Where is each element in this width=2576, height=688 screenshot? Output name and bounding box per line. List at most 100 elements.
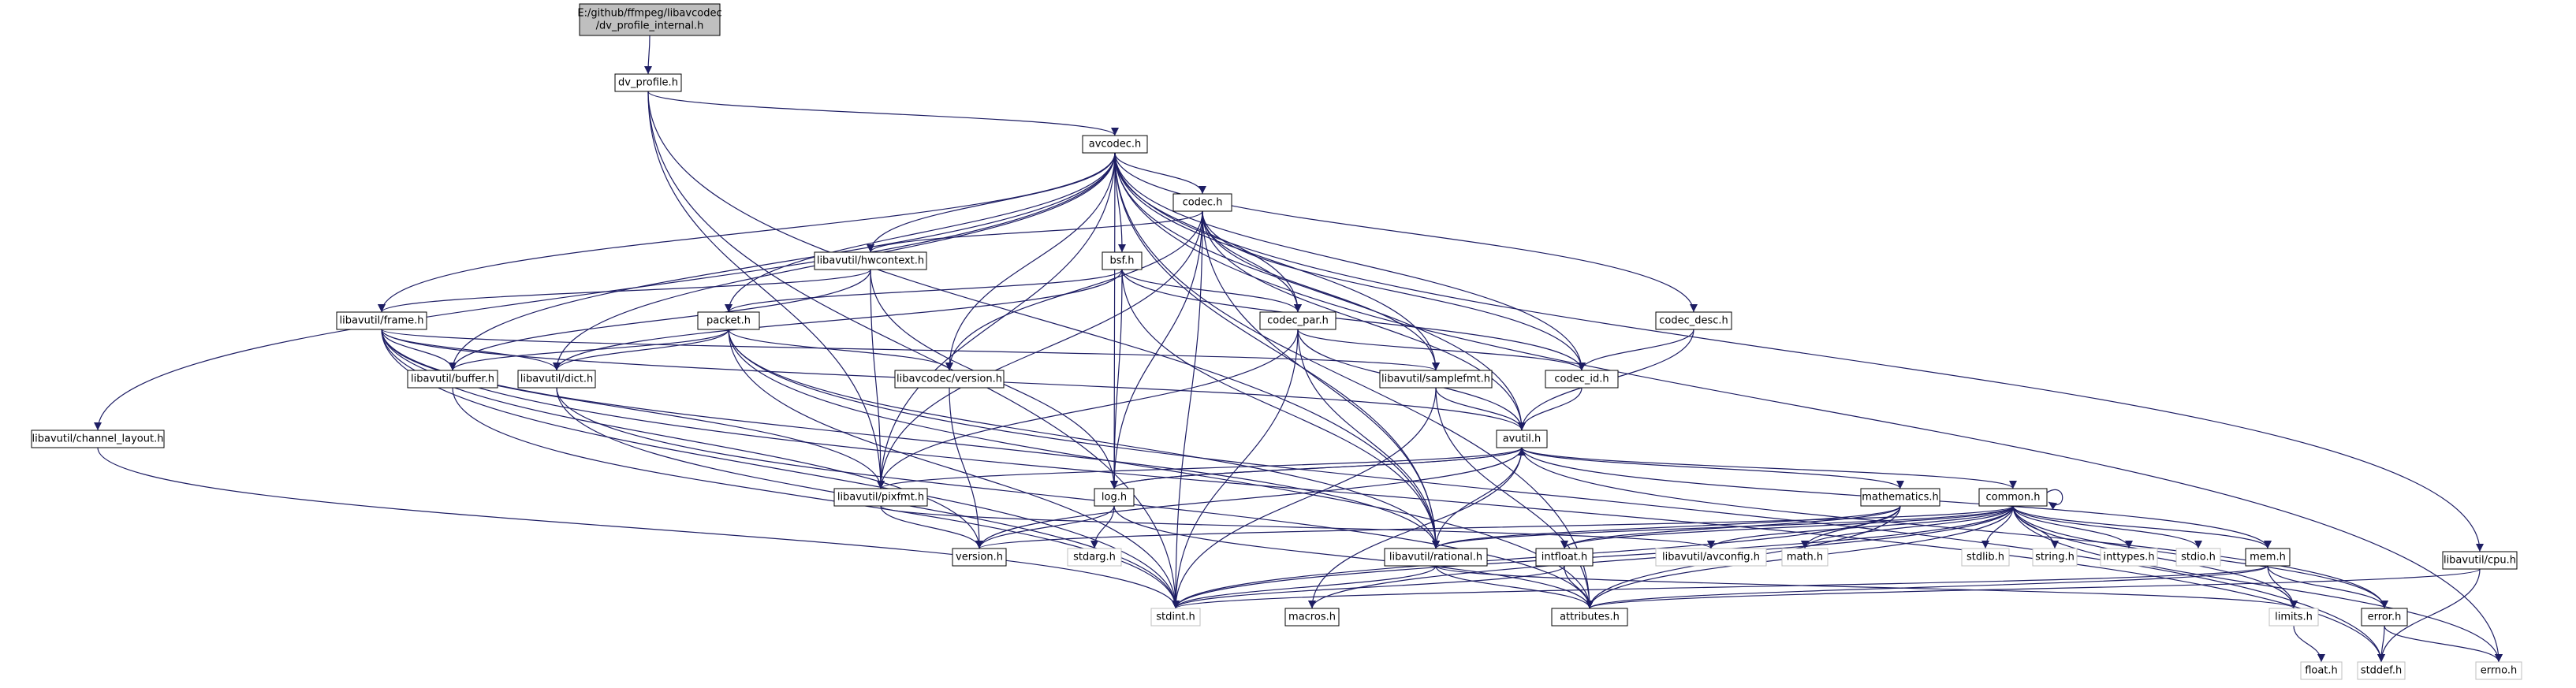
node-codec-desc[interactable]: codec_desc.h xyxy=(1655,311,1732,330)
node-label: libavutil/dict.h xyxy=(520,374,594,385)
edge-avcodec-to-samplefmt xyxy=(1114,152,1440,371)
node-avconfig: libavutil/avconfig.h xyxy=(1655,548,1767,567)
edge-mem-to-attributes xyxy=(1586,565,2268,609)
node-box xyxy=(2361,608,2408,627)
edge-frame-to-pixfmt xyxy=(381,329,885,489)
node-label: avutil.h xyxy=(1503,433,1541,445)
edge-intfloat-to-stdint xyxy=(1172,565,1565,609)
node-avc-version[interactable]: libavcodec/version.h xyxy=(894,370,1005,389)
node-label: log.h xyxy=(1102,492,1127,504)
node-version[interactable]: version.h xyxy=(952,548,1007,567)
edge-common-to-avconfig xyxy=(1707,505,2014,549)
node-samplefmt[interactable]: libavutil/samplefmt.h xyxy=(1379,370,1493,389)
node-label: libavutil/frame.h xyxy=(340,315,424,327)
node-mem[interactable]: mem.h xyxy=(2245,548,2291,567)
node-label: intfloat.h xyxy=(1541,552,1588,563)
edge-channel_layout-to-stdint xyxy=(97,447,1180,609)
node-layer: E:/github/ffmpeg/libavcodec/dv_profile_i… xyxy=(31,3,2522,680)
node-mathematics[interactable]: mathematics.h xyxy=(1860,488,1940,507)
node-rational[interactable]: libavutil/rational.h xyxy=(1384,548,1488,567)
node-label: errno.h xyxy=(2481,665,2518,677)
node-label: /dv_profile_internal.h xyxy=(596,20,704,32)
edge-avutil-to-mathematics xyxy=(1521,447,1904,489)
edge-common-to-stdlib xyxy=(1981,505,2014,549)
node-stdint: stdint.h xyxy=(1150,608,1201,627)
node-common[interactable]: common.h xyxy=(1978,488,2048,507)
edge-codec-to-rational xyxy=(1202,210,1440,549)
node-root[interactable]: E:/github/ffmpeg/libavcodec/dv_profile_i… xyxy=(577,3,722,36)
node-avcodec[interactable]: avcodec.h xyxy=(1082,135,1148,154)
edge-codec-to-log xyxy=(1110,210,1203,489)
node-label: common.h xyxy=(1986,492,2041,504)
node-attributes[interactable]: attributes.h xyxy=(1551,608,1628,627)
node-error[interactable]: error.h xyxy=(2361,608,2408,627)
edge-common-to-stdint xyxy=(1172,505,2014,609)
node-box xyxy=(952,548,1007,567)
node-box xyxy=(814,251,927,270)
node-string: string.h xyxy=(2032,548,2078,567)
node-codec[interactable]: codec.h xyxy=(1172,193,1232,212)
node-pixfmt[interactable]: libavutil/pixfmt.h xyxy=(833,488,928,507)
node-label: bsf.h xyxy=(1109,255,1134,267)
edge-samplefmt-to-attributes xyxy=(1435,387,1594,609)
node-channel-layout[interactable]: libavutil/channel_layout.h xyxy=(31,430,165,448)
edge-codec_par-to-rational xyxy=(1297,329,1440,549)
node-dict[interactable]: libavutil/dict.h xyxy=(517,370,596,389)
node-macros[interactable]: macros.h xyxy=(1284,608,1340,627)
node-intfloat[interactable]: intfloat.h xyxy=(1535,548,1594,567)
node-label: stdarg.h xyxy=(1073,552,1116,563)
node-box xyxy=(2300,661,2343,680)
node-label: version.h xyxy=(956,552,1003,563)
node-hwcontext[interactable]: libavutil/hwcontext.h xyxy=(814,251,927,270)
node-box xyxy=(1284,608,1340,627)
edge-avcodec-to-buffer xyxy=(449,152,1116,371)
node-box xyxy=(31,430,165,448)
edge-packet-to-rational xyxy=(728,329,1440,549)
node-log[interactable]: log.h xyxy=(1094,488,1135,507)
node-label: mathematics.h xyxy=(1862,492,1939,504)
node-frame[interactable]: libavutil/frame.h xyxy=(336,311,427,330)
edge-limits-to-float xyxy=(2293,625,2325,663)
node-bsf[interactable]: bsf.h xyxy=(1102,251,1143,270)
node-dv-profile[interactable]: dv_profile.h xyxy=(614,73,682,92)
node-label: libavutil/buffer.h xyxy=(411,374,494,385)
node-label: attributes.h xyxy=(1560,612,1620,623)
edge-codec_desc-to-codec_id xyxy=(1578,329,1694,371)
edge-frame-to-stddef xyxy=(381,329,2385,663)
node-label: limits.h xyxy=(2275,612,2313,623)
node-box xyxy=(1102,251,1143,270)
node-stdio: stdio.h xyxy=(2175,548,2221,567)
node-box xyxy=(2357,661,2406,680)
node-label: libavutil/rational.h xyxy=(1389,552,1482,563)
node-cpu[interactable]: libavutil/cpu.h xyxy=(2442,551,2518,570)
node-label: inttypes.h xyxy=(2103,552,2154,563)
edge-common-to-version xyxy=(975,505,2014,549)
node-buffer[interactable]: libavutil/buffer.h xyxy=(407,370,498,389)
node-codec-id[interactable]: codec_id.h xyxy=(1545,370,1619,389)
edge-codec-to-codec_par xyxy=(1202,210,1302,313)
edge-bsf-to-rational xyxy=(1121,269,1440,549)
edge-bsf-to-packet xyxy=(725,269,1123,313)
edge-mem-to-error xyxy=(2267,565,2388,609)
node-label: mem.h xyxy=(2250,552,2286,563)
edge-cpu-to-attributes xyxy=(1586,568,2481,609)
edge-packet-to-avc_version xyxy=(728,329,953,371)
node-label: libavutil/channel_layout.h xyxy=(32,433,164,445)
edge-dict-to-attributes xyxy=(556,387,1594,609)
node-box xyxy=(2475,661,2522,680)
node-box xyxy=(894,370,1005,389)
edge-mem-to-limits xyxy=(2267,565,2298,609)
edge-dv_profile-to-pixfmt xyxy=(647,91,885,489)
edge-avcodec-to-avc_version xyxy=(945,152,1116,371)
node-label: E:/github/ffmpeg/libavcodec xyxy=(577,8,721,20)
node-avutil[interactable]: avutil.h xyxy=(1496,430,1548,448)
node-codec-par[interactable]: codec_par.h xyxy=(1259,311,1336,330)
node-packet[interactable]: packet.h xyxy=(697,311,760,330)
edge-rational-to-stdint xyxy=(1172,565,1437,609)
edge-avcodec-to-errno xyxy=(1114,152,2503,663)
edge-bsf-to-dict xyxy=(553,269,1123,371)
node-box xyxy=(697,311,760,330)
node-stdlib: stdlib.h xyxy=(1961,548,2010,567)
edge-avutil-to-pixfmt xyxy=(877,447,1523,489)
